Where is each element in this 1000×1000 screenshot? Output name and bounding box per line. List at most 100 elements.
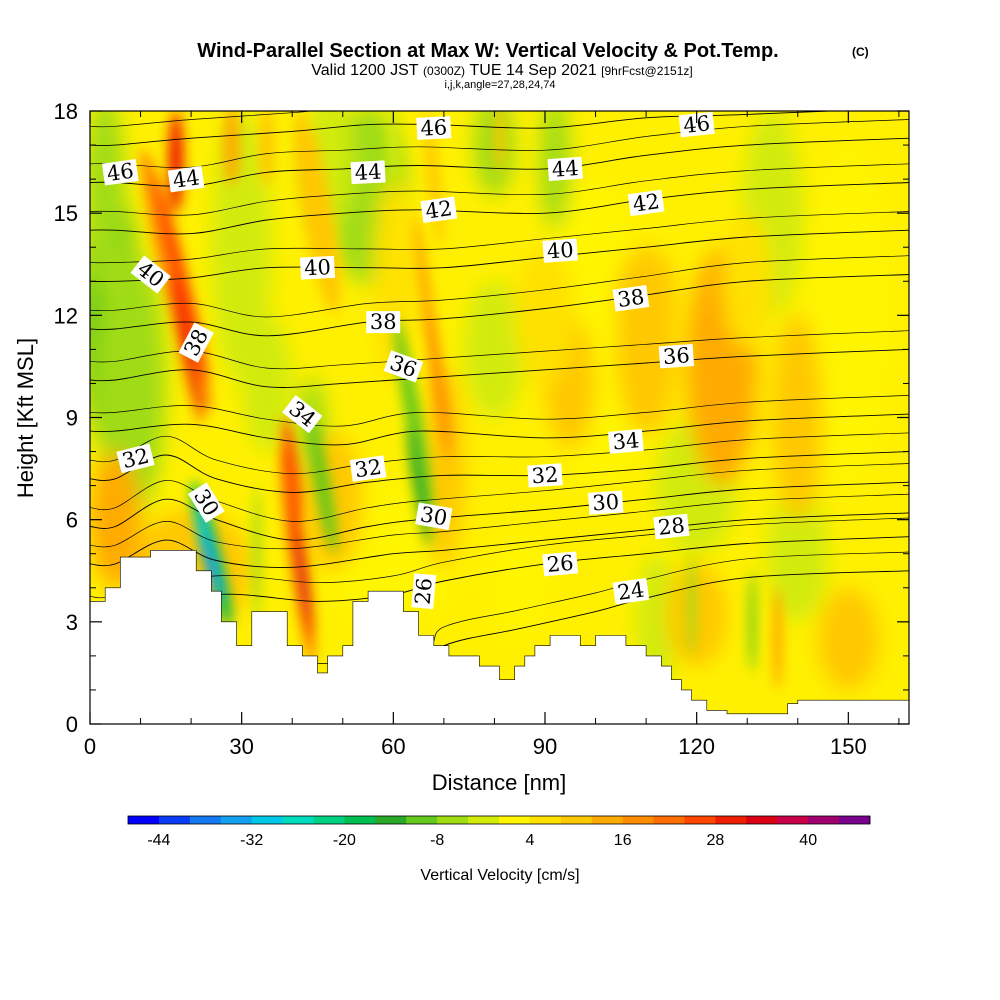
subtitle-date: TUE 14 Sep 2021	[470, 62, 597, 79]
velocity-shading	[818, 587, 879, 690]
colorbar-swatch	[282, 816, 314, 824]
velocity-field	[90, 111, 909, 724]
contour-label-text: 40	[546, 238, 574, 264]
colorbar-swatch	[468, 816, 500, 824]
velocity-core	[203, 537, 220, 598]
colorbar-swatch	[715, 816, 747, 824]
contour-label: 42	[420, 196, 458, 224]
contour-label-text: 34	[612, 428, 641, 454]
contour-label: 38	[612, 285, 650, 312]
colorbar-swatch	[499, 816, 531, 824]
colorbar: -44 -32 -20 -8 4 16 28 40	[127, 815, 871, 849]
contour-label: 44	[350, 160, 386, 185]
x-tick-label: 90	[533, 734, 557, 759]
contour-label: 26	[542, 551, 579, 577]
colorbar-tick-label: 4	[525, 832, 534, 849]
x-tick-label: 60	[381, 734, 405, 759]
velocity-core	[282, 417, 302, 520]
velocity-shading	[90, 451, 141, 588]
contour-label-text: 38	[370, 310, 397, 334]
contour-label: 46	[416, 115, 452, 141]
x-tick-label: 150	[830, 734, 867, 759]
contour-label: 40	[299, 255, 336, 280]
velocity-core	[387, 111, 400, 186]
contour-label-text: 46	[420, 115, 448, 140]
colorbar-swatch	[653, 816, 685, 824]
colorbar-swatch	[375, 816, 407, 824]
colorbar-swatch	[251, 816, 283, 824]
velocity-core	[774, 587, 782, 690]
theta-contour-28	[90, 512, 909, 568]
colorbar-tick-label: -8	[430, 832, 444, 849]
subtitle-valid: Valid 1200 JST	[311, 62, 419, 79]
colorbar-swatch	[158, 816, 191, 824]
colorbar-swatch	[746, 816, 778, 824]
colorbar-swatch	[344, 816, 376, 824]
theta-contour-38	[90, 274, 909, 337]
contour-label-text: 30	[419, 502, 449, 530]
velocity-shading	[241, 315, 293, 452]
colorbar-tick-label: -44	[147, 832, 170, 849]
theta-contour-minor	[90, 395, 909, 427]
x-tick-label: 120	[678, 734, 715, 759]
x-tick-label: 0	[84, 734, 96, 759]
chart-subtitle: Valid 1200 JST (0300Z) TUE 14 Sep 2021 […	[311, 62, 692, 79]
colorbar-swatch	[808, 816, 840, 824]
contour-label-text: 38	[616, 285, 646, 312]
y-tick-label: 9	[66, 406, 78, 431]
colorbar-swatch	[560, 816, 593, 824]
contour-label-text: 30	[592, 490, 620, 516]
theta-contour-minor	[90, 463, 909, 522]
contour-label: 44	[547, 156, 583, 182]
chart-subtitle-2: i,j,k,angle=27,28,24,74	[444, 79, 555, 91]
theta-contour-42	[90, 182, 909, 235]
velocity-shading	[807, 145, 889, 486]
colorbar-frame	[127, 815, 871, 825]
contour-label: 36	[658, 343, 695, 369]
colorbar-swatch	[839, 816, 871, 824]
velocity-shading	[514, 247, 576, 384]
colorbar-swatch	[189, 816, 222, 824]
contour-label-text: 32	[353, 455, 383, 482]
contour-label: 30	[587, 490, 624, 516]
colorbar-swatch	[406, 816, 438, 824]
contour-label-text: 46	[105, 159, 135, 186]
theta-contour-34	[90, 413, 909, 446]
velocity-shading	[767, 485, 829, 622]
contour-label: 44	[167, 165, 205, 193]
theta-contour-32	[90, 451, 909, 493]
velocity-core	[494, 111, 505, 173]
velocity-core	[426, 309, 451, 458]
colorbar-tick-label: -20	[333, 832, 356, 849]
velocity-core	[252, 485, 261, 622]
theta-contour-minor	[90, 493, 909, 550]
colorbar-swatch	[591, 816, 624, 824]
contour-label-text: 28	[657, 513, 686, 540]
colorbar-swatch	[313, 816, 345, 824]
theta-contour-40	[90, 229, 909, 282]
colorbar-swatch	[622, 816, 654, 824]
contour-label: 30	[415, 502, 453, 530]
colorbar-swatch	[437, 816, 469, 824]
colorbar-swatch	[128, 816, 160, 824]
velocity-core	[308, 418, 337, 553]
contour-label: 32	[527, 462, 563, 488]
velocity-shading	[666, 563, 728, 667]
chart-title: Wind-Parallel Section at Max W: Vertical…	[197, 40, 778, 62]
contour-label: 38	[366, 310, 401, 334]
colorbar-tick-label: 40	[799, 832, 817, 849]
colorbar-tick-label: 28	[707, 832, 725, 849]
velocity-core	[687, 553, 696, 656]
theta-contour-30	[90, 481, 909, 541]
colorbar-label: Vertical Velocity [cm/s]	[420, 867, 579, 884]
contour-label: 24	[612, 577, 650, 605]
y-axis-label: Height [Kft MSL]	[13, 338, 38, 498]
contour-label-text: 40	[304, 255, 332, 280]
colorbar-swatch	[684, 816, 716, 824]
subtitle-forecast: [9hrFcst@2151z]	[601, 64, 693, 78]
x-axis-label: Distance [nm]	[432, 770, 567, 795]
y-tick-label: 15	[54, 201, 78, 226]
colorbar-swatch	[777, 816, 809, 824]
